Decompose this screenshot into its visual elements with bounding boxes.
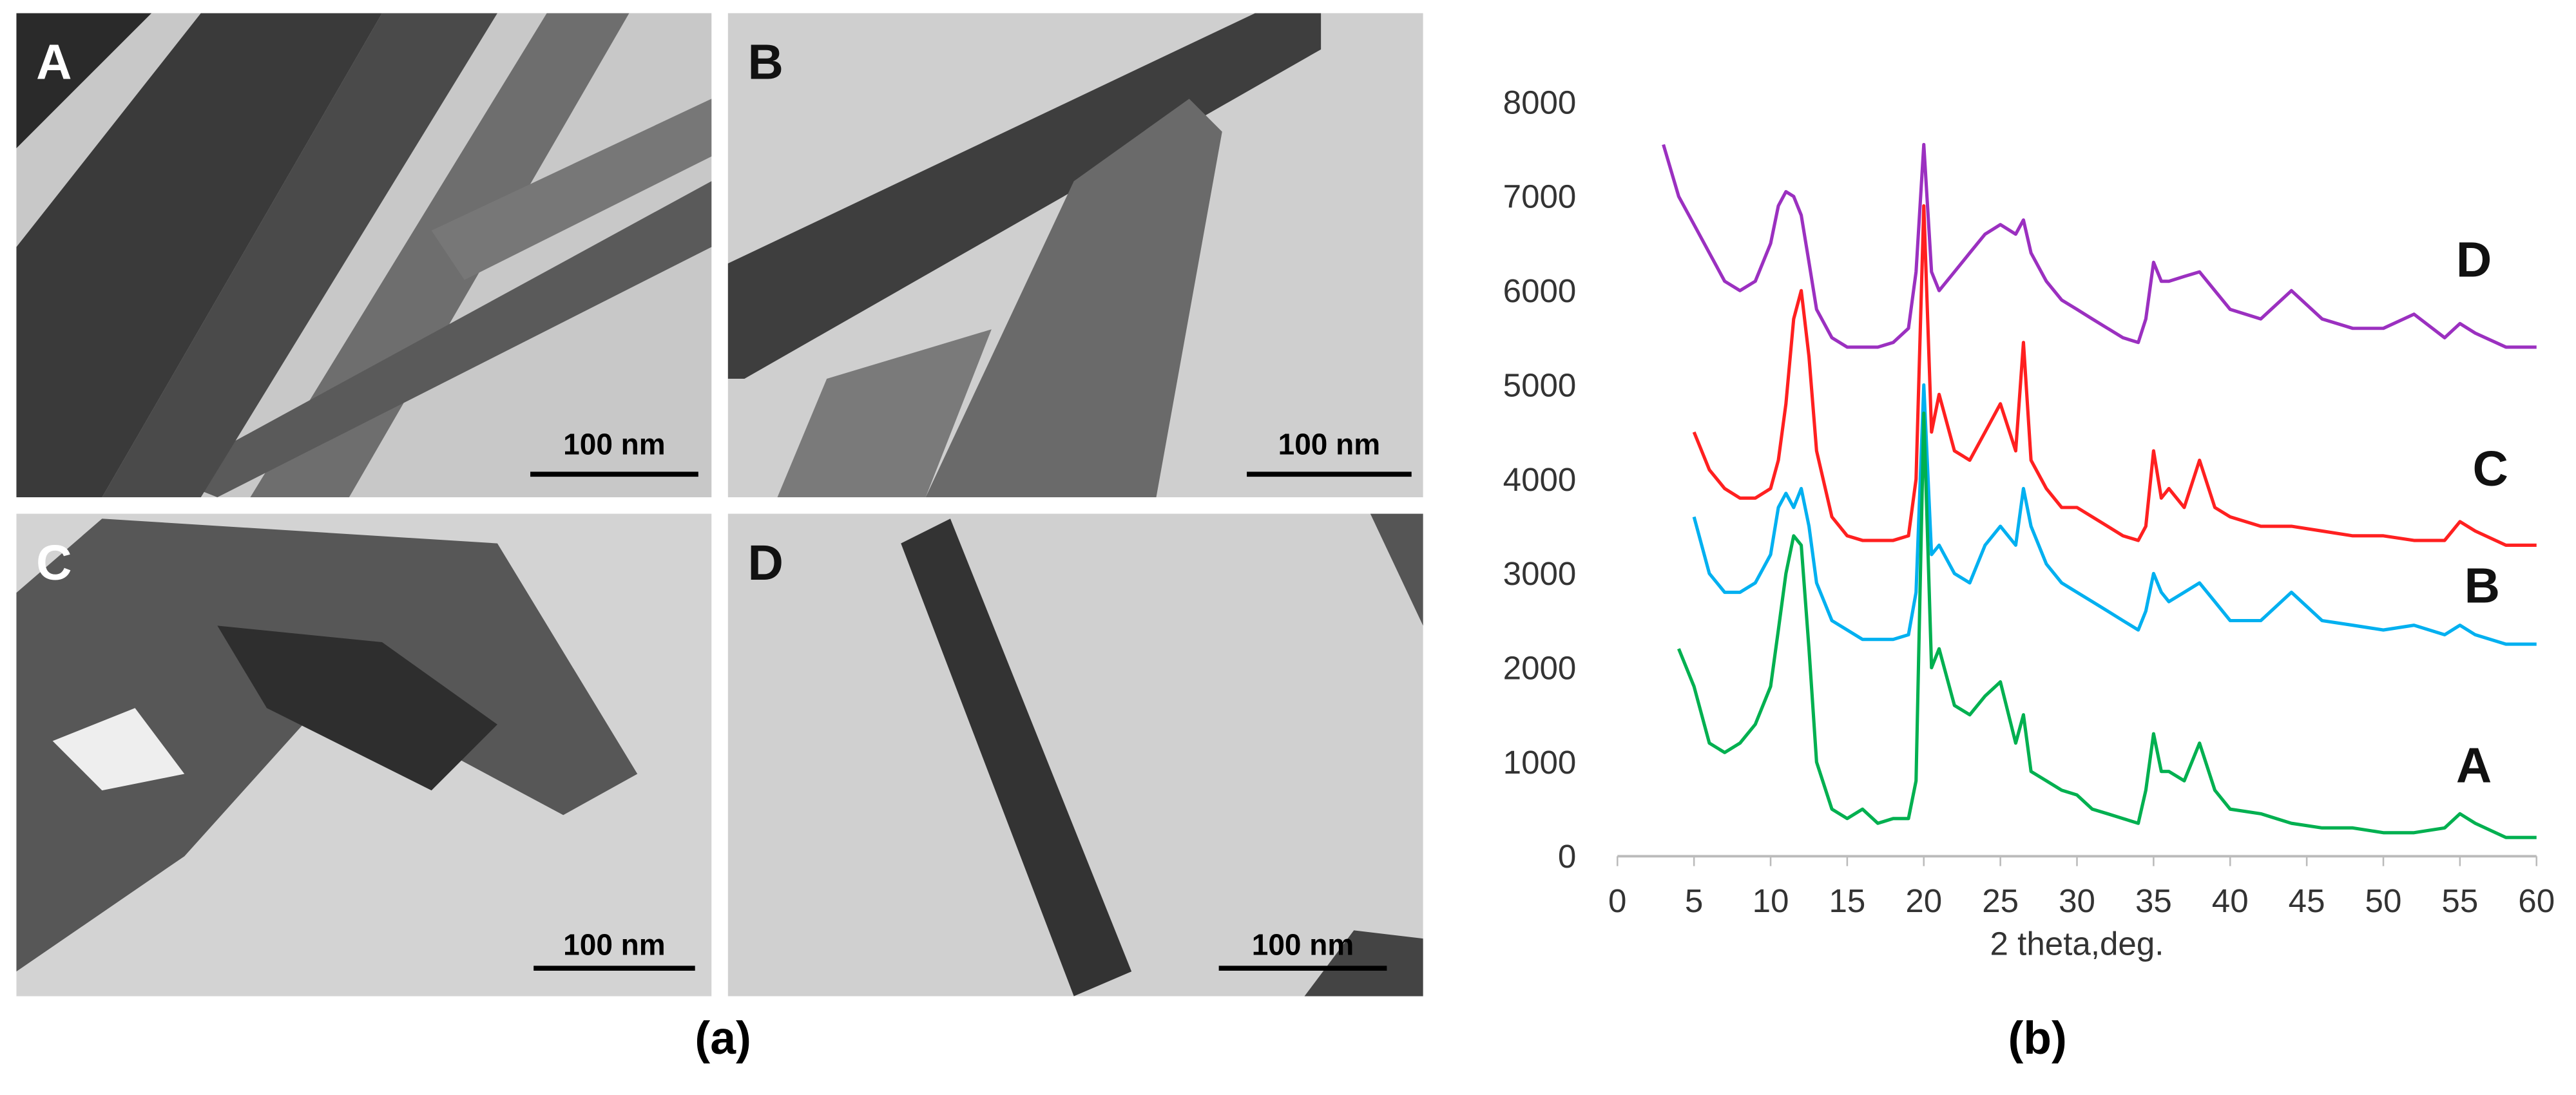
scale-bar-label: 100 nm: [563, 928, 666, 962]
y-tick-label: 4000: [1503, 461, 1577, 498]
panel-label: B: [748, 35, 783, 90]
y-tick-label: 8000: [1503, 84, 1577, 120]
y-tick-label: 7000: [1503, 178, 1577, 215]
x-tick-label: 20: [1905, 882, 1942, 919]
series-line: [1662, 142, 2537, 349]
x-tick-label: 15: [1829, 882, 1865, 919]
panel-label: C: [36, 536, 72, 591]
tem-panel-a: [16, 13, 712, 498]
series-line: [1692, 383, 2537, 646]
series-line: [1677, 411, 2537, 839]
y-tick-label: 3000: [1503, 555, 1577, 592]
y-tick-label: 5000: [1503, 367, 1577, 403]
x-tick-label: 60: [2518, 882, 2555, 919]
tem-panel-b: [727, 13, 1423, 498]
tem-panel-d: [727, 513, 1423, 996]
x-tick-label: 55: [2441, 882, 2478, 919]
panel-label: A: [36, 35, 72, 90]
x-tick-label: 25: [1982, 882, 2019, 919]
series-line: [1692, 204, 2537, 547]
x-tick-label: 30: [2059, 882, 2095, 919]
x-tick-label: 50: [2365, 882, 2402, 919]
y-tick-label: 6000: [1503, 272, 1577, 309]
scale-bar-label: 100 nm: [1252, 928, 1354, 962]
series-label: A: [2456, 738, 2492, 793]
series-label: D: [2456, 233, 2492, 287]
scale-bar-label: 100 nm: [563, 428, 666, 461]
y-tick-label: 2000: [1503, 650, 1577, 687]
x-tick-label: 10: [1753, 882, 1789, 919]
x-tick-label: 45: [2289, 882, 2325, 919]
tem-panel-c: [16, 513, 712, 996]
scale-bar-label: 100 nm: [1278, 428, 1381, 461]
y-tick-label: 0: [1558, 838, 1576, 875]
x-tick-label: 35: [2135, 882, 2172, 919]
series-label: B: [2465, 559, 2500, 614]
x-tick-label: 0: [1608, 882, 1626, 919]
x-tick-label: 40: [2212, 882, 2249, 919]
caption: (b): [2008, 1013, 2066, 1064]
series-label: C: [2472, 442, 2508, 497]
x-tick-label: 5: [1685, 882, 1703, 919]
y-tick-label: 1000: [1503, 744, 1577, 781]
panel-label: D: [748, 536, 783, 591]
x-axis-label: 2 theta,deg.: [1990, 926, 2164, 962]
caption: (a): [695, 1013, 751, 1064]
